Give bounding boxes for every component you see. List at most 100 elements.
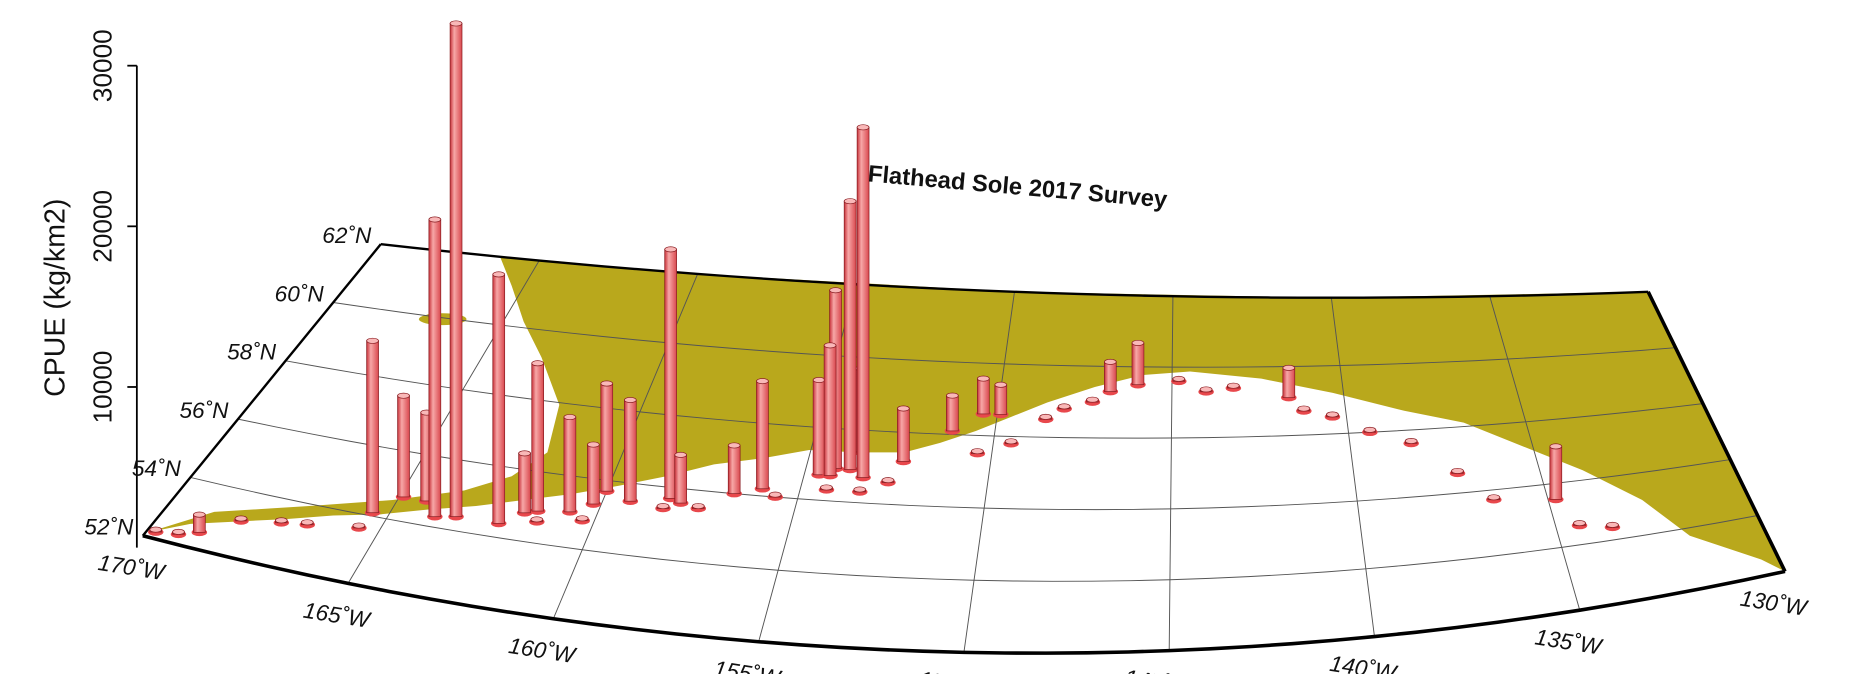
station [562, 414, 578, 516]
bar-top [1487, 494, 1501, 501]
bar-top [1057, 403, 1071, 410]
station [855, 124, 871, 482]
bar-top [823, 342, 837, 349]
longitude-label: 155˚W [712, 656, 784, 674]
station [599, 380, 615, 495]
bar-top [1549, 443, 1563, 450]
longitude-label: 135˚W [1533, 624, 1605, 660]
station [170, 528, 187, 539]
bar [843, 200, 857, 470]
station [427, 216, 443, 521]
bar-top [756, 378, 769, 385]
bar [531, 362, 545, 512]
bar-top [449, 20, 463, 27]
station [767, 491, 783, 501]
station [842, 198, 858, 474]
longitude-line [1168, 296, 1174, 651]
land [148, 256, 1786, 572]
bar-top [1606, 521, 1619, 528]
station [690, 503, 707, 513]
station [1084, 396, 1101, 406]
bar [727, 445, 741, 494]
station [1225, 382, 1242, 392]
bar-top [274, 517, 288, 524]
station [1296, 405, 1312, 415]
station [1548, 443, 1564, 504]
bar [587, 444, 600, 505]
map-border-front [142, 534, 1786, 655]
station [299, 519, 316, 529]
station [672, 451, 689, 507]
station [364, 337, 381, 517]
bar [1282, 367, 1296, 398]
bar [897, 408, 910, 462]
bar-top [1282, 364, 1296, 371]
bar-top [563, 414, 577, 421]
station [574, 515, 590, 525]
station [490, 271, 507, 528]
bar-top [664, 246, 677, 253]
station [148, 526, 164, 536]
bar-top [366, 337, 379, 344]
station [585, 441, 602, 508]
bar-top [656, 503, 670, 510]
bar-top [691, 503, 705, 510]
bar-top [300, 519, 314, 526]
longitude-label: 170˚W [96, 550, 168, 586]
bar-top [1104, 358, 1117, 365]
bar-top [1573, 520, 1586, 527]
longitude-line [1489, 296, 1581, 611]
station [944, 392, 961, 435]
station [1604, 521, 1621, 532]
station [1449, 467, 1466, 478]
bar [623, 399, 637, 502]
bar-top [897, 405, 910, 412]
station [1003, 438, 1019, 448]
longitude-label: 160˚W [507, 633, 579, 669]
bar-top [428, 216, 442, 223]
latitude-label: 52˚N [84, 515, 134, 540]
bar-top [1131, 339, 1145, 346]
latitude-line [190, 476, 1758, 582]
bar [674, 454, 687, 504]
bar [492, 274, 506, 524]
bar-top [1199, 386, 1213, 393]
latitude-line [285, 360, 1703, 439]
bar-top [623, 397, 637, 403]
station [1171, 375, 1187, 386]
bar [946, 395, 959, 432]
longitude-line [347, 260, 540, 584]
bar-top [1086, 396, 1099, 403]
station [233, 515, 249, 525]
bar [563, 416, 577, 513]
bar-top [1172, 375, 1186, 382]
bar-top [234, 515, 248, 522]
station [1038, 413, 1054, 424]
z-axis-label: CPUE (kg/km2) [40, 199, 72, 397]
latitude-line [237, 418, 1731, 511]
bar-top [1039, 413, 1053, 420]
bar-top [575, 515, 589, 522]
longitude-line [963, 291, 1015, 653]
station [754, 378, 771, 493]
station [1571, 520, 1588, 530]
latitude-label: 54˚N [132, 456, 182, 481]
bar-top [193, 511, 206, 518]
bar [977, 378, 990, 415]
bar-top [1451, 467, 1464, 474]
station [818, 484, 835, 494]
bar-top [994, 381, 1008, 388]
bar-top [768, 491, 782, 498]
bar-top [674, 451, 687, 458]
latitude-label: 60˚N [275, 281, 325, 306]
bar [1549, 446, 1563, 500]
bar-top [1297, 405, 1311, 412]
bar [756, 380, 769, 490]
bar-top [600, 380, 614, 387]
map-border-back [380, 242, 1649, 299]
bar [823, 345, 837, 476]
bar-top [881, 477, 895, 484]
bar-top [1326, 411, 1339, 418]
bar-top [856, 124, 870, 131]
